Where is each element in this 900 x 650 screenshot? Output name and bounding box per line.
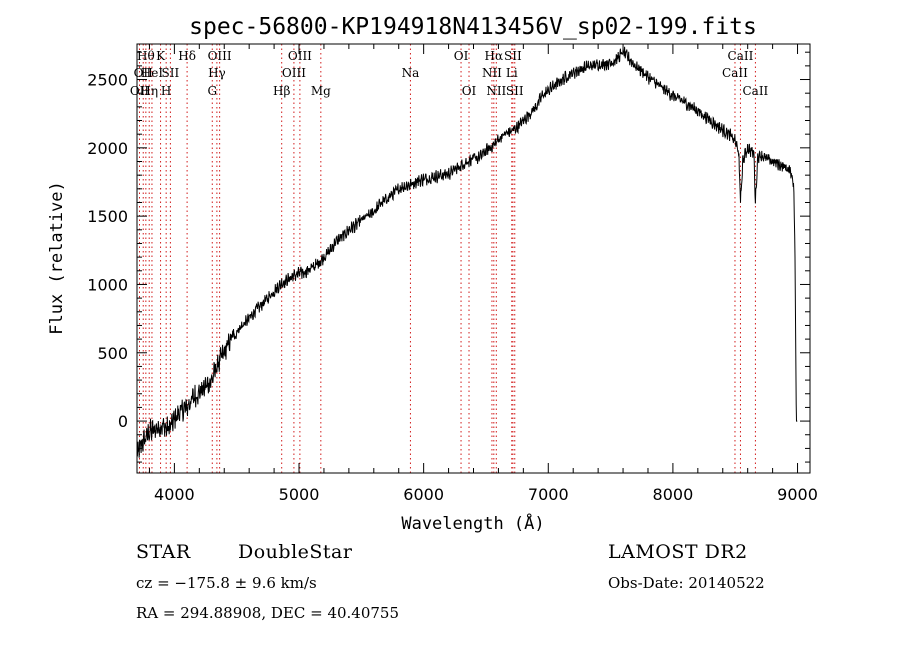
line-label-hβ: Hβ	[273, 84, 290, 98]
line-label-nii: NII	[482, 66, 502, 80]
spectral-line-labels: OII OII Hθ Hη HeI K H SII Hδ G Hγ OIII Hβ OIII OIII Mg N…	[130, 49, 769, 98]
line-label-na: Na	[402, 66, 420, 80]
line-label-sii: SII	[162, 66, 180, 80]
y-tick-label: 2000	[87, 139, 128, 158]
line-label-oii: OII	[134, 66, 154, 80]
line-label-hη: Hη	[140, 84, 158, 98]
y-tick-label: 500	[97, 344, 128, 363]
line-label-hθ: Hθ	[137, 49, 155, 63]
ra-dec-coordinates: RA = 294.88908, DEC = 40.40755	[136, 604, 400, 622]
line-label-caii: CaII	[722, 66, 748, 80]
x-tick-label: 7000	[528, 485, 569, 504]
line-label-nii: NII	[486, 84, 506, 98]
chart-title: spec-56800-KP194918N413456V_sp02-199.fit…	[189, 14, 757, 40]
line-label-g: G	[207, 84, 217, 98]
line-label-h: H	[161, 84, 171, 98]
y-tick-label: 1000	[87, 275, 128, 294]
line-label-oi: OI	[454, 49, 469, 63]
survey-name: LAMOST DR2	[608, 541, 748, 563]
line-label-hγ: Hγ	[208, 66, 226, 80]
object-subclass: DoubleStar	[238, 541, 353, 563]
x-tick-label: 6000	[403, 485, 444, 504]
line-label-hei: HeI	[141, 66, 164, 80]
line-label-hα: Hα	[485, 49, 504, 63]
x-tick-label: 8000	[653, 485, 694, 504]
y-axis-label: Flux (relative)	[47, 181, 67, 335]
y-tick-label: 0	[118, 412, 128, 431]
x-axis-label: Wavelength (Å)	[401, 512, 544, 534]
x-tick-label: 9000	[777, 485, 818, 504]
line-label-hδ: Hδ	[178, 49, 196, 63]
object-class: STAR	[136, 541, 191, 563]
line-label-caii: CaII	[742, 84, 768, 98]
line-label-oi: OI	[462, 84, 477, 98]
x-tick-label: 4000	[154, 485, 195, 504]
y-tick-label: 1500	[87, 207, 128, 226]
redshift-velocity: cz = −175.8 ± 9.6 km/s	[136, 574, 317, 592]
y-axis: 0 500 1000 1500 2000 2500	[87, 51, 810, 463]
observation-date: Obs-Date: 20140522	[608, 574, 765, 592]
line-label-caii: CaII	[728, 49, 754, 63]
spectrum-series-line	[136, 46, 798, 458]
line-label-sii: SII	[504, 49, 522, 63]
line-label-mg: Mg	[311, 84, 331, 98]
line-label-oiii: OIII	[288, 49, 312, 63]
line-label-k: K	[156, 49, 166, 63]
line-label-sii: SII	[506, 84, 524, 98]
line-label-oiii: OIII	[282, 66, 306, 80]
line-label-oii: OII	[130, 84, 150, 98]
line-label-li: Li	[506, 66, 518, 80]
line-label-oiii: OIII	[208, 49, 232, 63]
x-tick-label: 5000	[279, 485, 320, 504]
y-tick-label: 2500	[87, 71, 128, 90]
x-axis: 4000 5000 6000 7000 8000 9000	[148, 44, 818, 504]
